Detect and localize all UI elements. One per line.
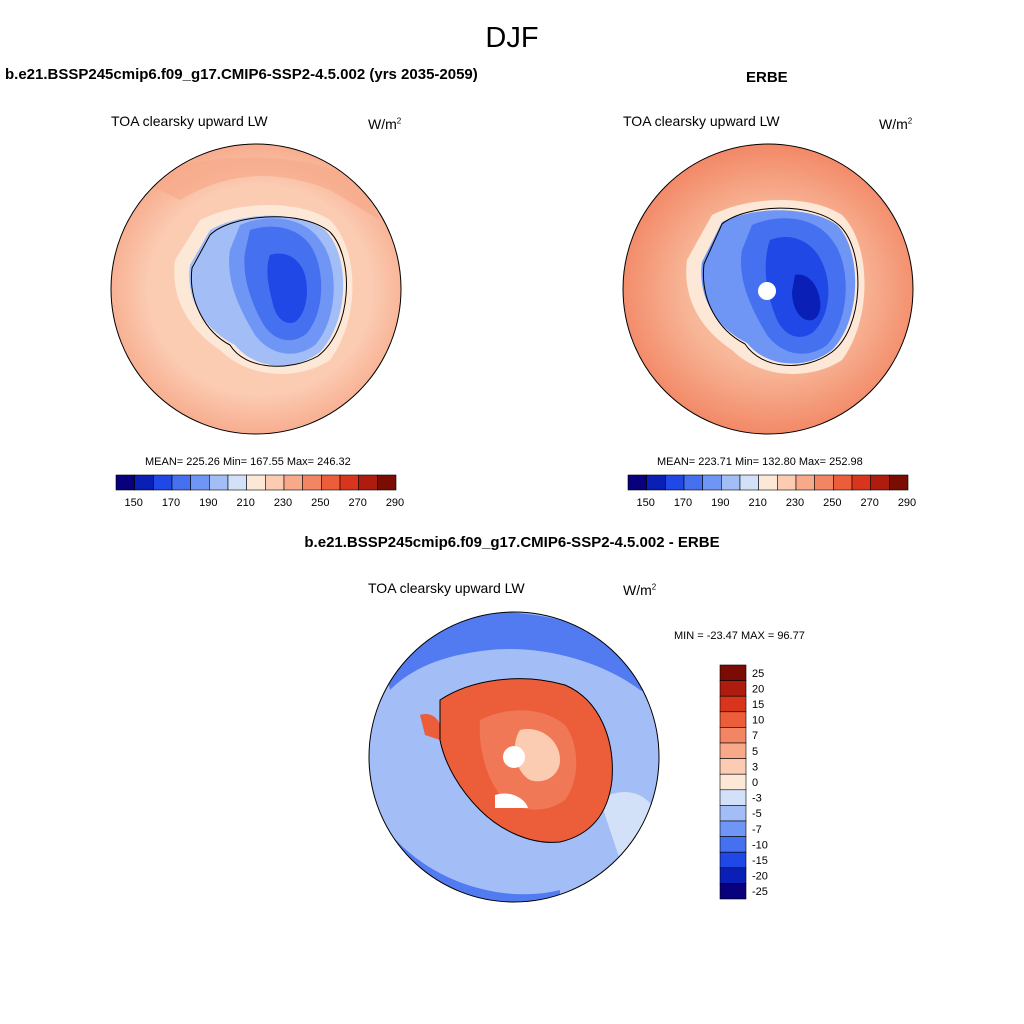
colorbar-1-box	[683, 474, 703, 491]
colorbar-2-box	[719, 727, 747, 744]
colorbar-2-tick: 20	[752, 683, 764, 695]
colorbar-0-tick: 270	[348, 497, 366, 509]
colorbar-2-box	[719, 805, 747, 822]
colorbar-1-box	[739, 474, 759, 491]
colorbar-1-tick: 150	[636, 497, 654, 509]
colorbar-2-box	[719, 851, 747, 869]
colorbar-2-box	[719, 742, 747, 759]
colorbar-0-tick: 150	[124, 497, 142, 509]
colorbar-2-box	[719, 758, 747, 775]
colorbar-0-box	[209, 474, 229, 491]
colorbar-2-box	[719, 820, 747, 837]
colorbar-1-tick: 250	[823, 497, 841, 509]
colorbar-2-tick: 10	[752, 715, 764, 727]
colorbar-2-box	[719, 789, 747, 806]
colorbar-2-tick: 0	[752, 777, 758, 789]
colorbar-2-box	[719, 680, 747, 697]
colorbar-0-box	[115, 474, 135, 491]
colorbar-0-box	[265, 474, 285, 491]
colorbar-1-box	[646, 474, 666, 491]
panel-diff-title: b.e21.BSSP245cmip6.f09_g17.CMIP6-SSP2-4.…	[304, 534, 720, 551]
colorbar-1-box	[889, 474, 909, 491]
colorbar-2-tick: 15	[752, 699, 764, 711]
colorbar-1-tick: 230	[786, 497, 804, 509]
figure-title: DJF	[485, 22, 539, 54]
colorbar-1-box	[702, 474, 722, 491]
left-units-label: W/m2	[368, 116, 402, 132]
colorbar-0-box	[153, 474, 173, 491]
colorbar-0-box	[171, 474, 191, 491]
colorbar-0-tick: 190	[199, 497, 217, 509]
colorbar-1-box	[721, 474, 741, 491]
colorbar-1-tick: 290	[898, 497, 916, 509]
right-units-label: W/m2	[879, 116, 913, 132]
colorbar-0-tick: 230	[274, 497, 292, 509]
colorbar-1-box	[814, 474, 834, 491]
left-map	[111, 144, 401, 434]
colorbar-0-box	[339, 474, 359, 491]
colorbar-2-tick: -25	[752, 886, 768, 898]
colorbar-2-box	[719, 773, 747, 791]
colorbar-0-tick: 170	[162, 497, 180, 509]
colorbar-2-tick: 3	[752, 761, 758, 773]
colorbar-2-tick: -5	[752, 808, 762, 820]
colorbar-1-tick: 210	[748, 497, 766, 509]
diff-map-border	[368, 611, 660, 903]
colorbar-1-tick: 170	[674, 497, 692, 509]
colorbar-0-box	[134, 474, 154, 491]
colorbar-1-box	[665, 474, 685, 491]
colorbar-0-box	[190, 474, 210, 491]
colorbar-1-box	[833, 474, 853, 491]
colorbar-2-tick: -10	[752, 839, 768, 851]
colorbar-1-box	[795, 474, 815, 491]
colorbar-0-box	[246, 474, 266, 491]
colorbar-0-box	[377, 474, 397, 491]
colorbar-2-tick: -20	[752, 871, 768, 883]
diff-units-label: W/m2	[623, 582, 657, 598]
colorbar-2-box	[719, 664, 747, 681]
colorbar-0-box	[302, 474, 322, 491]
right-map-border	[622, 143, 914, 435]
colorbar-1-box	[758, 474, 778, 491]
colorbar-0-tick: 210	[236, 497, 254, 509]
colorbar-2-box	[719, 867, 747, 884]
left-map-border	[110, 143, 402, 435]
right-variable-label: TOA clearsky upward LW	[623, 113, 780, 129]
right-map	[623, 144, 913, 434]
left-variable-label: TOA clearsky upward LW	[111, 113, 268, 129]
left-stats: MEAN= 225.26 Min= 167.55 Max= 246.32	[145, 456, 351, 468]
colorbar-0-box	[283, 474, 303, 491]
colorbar-0-tick: 290	[386, 497, 404, 509]
colorbar-1-box	[851, 474, 871, 491]
colorbar-2-tick: -15	[752, 855, 768, 867]
colorbar-0-box	[227, 474, 247, 491]
colorbar-2-tick: 5	[752, 746, 758, 758]
colorbar-1-box	[627, 474, 647, 491]
colorbar-1-tick: 190	[711, 497, 729, 509]
colorbar-2-tick: -3	[752, 793, 762, 805]
colorbar-0-box	[358, 474, 378, 491]
colorbar-2-box	[719, 883, 747, 900]
colorbar-2-box	[719, 695, 747, 713]
colorbar-1-box	[870, 474, 890, 491]
colorbar-1-tick: 270	[860, 497, 878, 509]
diff-stats: MIN = -23.47 MAX = 96.77	[674, 630, 805, 642]
colorbar-2-tick: -7	[752, 824, 762, 836]
colorbar-2-box	[719, 836, 747, 853]
panel-right-title: ERBE	[746, 69, 788, 86]
colorbar-1-box	[777, 474, 797, 491]
panel-left-title: b.e21.BSSP245cmip6.f09_g17.CMIP6-SSP2-4.…	[5, 66, 478, 83]
colorbar-2-box	[719, 711, 747, 728]
colorbar-0-box	[321, 474, 341, 491]
colorbar-0-tick: 250	[311, 497, 329, 509]
right-stats: MEAN= 223.71 Min= 132.80 Max= 252.98	[657, 456, 863, 468]
diff-map	[369, 612, 659, 902]
colorbar-2-tick: 25	[752, 668, 764, 680]
colorbar-2-tick: 7	[752, 730, 758, 742]
diff-variable-label: TOA clearsky upward LW	[368, 580, 525, 596]
